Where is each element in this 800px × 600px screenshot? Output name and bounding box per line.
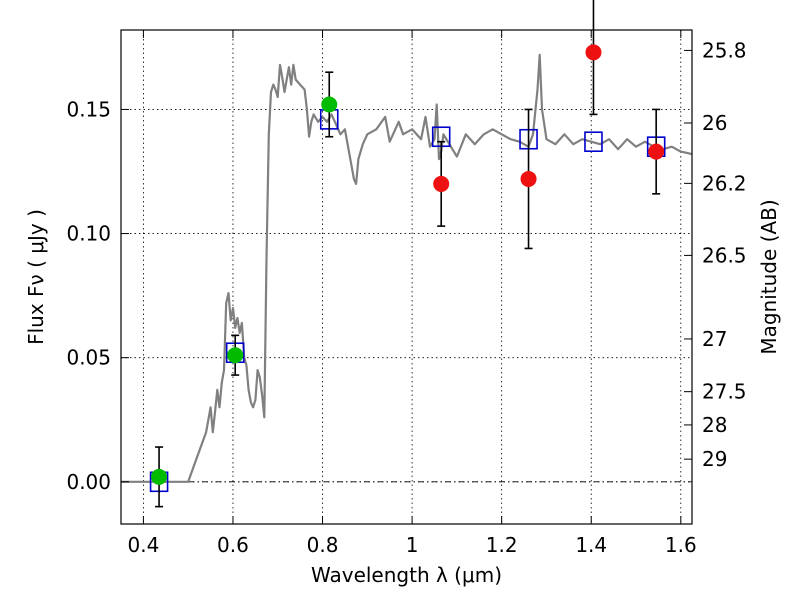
y2-tick-label: 26.5	[702, 243, 747, 267]
y-tick-label: 0.00	[66, 470, 111, 494]
x-axis-label: Wavelength λ (μm)	[311, 563, 502, 587]
x-tick-label: 0.8	[307, 533, 339, 557]
y2-axis-label: Magnitude (AB)	[757, 199, 781, 354]
model-flux-square	[584, 131, 603, 153]
x-tick-label: 1.2	[486, 533, 518, 557]
x-tick-label: 0.6	[217, 533, 249, 557]
detection-point	[227, 347, 244, 364]
y-axis-label: Flux Fν ( μJy )	[24, 209, 48, 345]
y2-tick-label: 29	[702, 447, 727, 471]
x-tick-label: 1.6	[665, 533, 697, 557]
measurement-point	[585, 44, 602, 61]
measurement-point	[433, 175, 450, 192]
y2-tick-label: 25.8	[702, 38, 747, 62]
measurement-point	[648, 143, 665, 160]
x-tick-label: 1.4	[575, 533, 607, 557]
tick-labels: 0.4 0.6 0.8 1 1.2 1.4 1.6 0.00 0.05 0.10 0.15 25.8 2…	[66, 38, 746, 557]
y2-tick-label: 26.2	[702, 171, 747, 195]
y-tick-label: 0.10	[66, 222, 111, 246]
y2-tick-label: 27	[702, 327, 727, 351]
plot-frame	[120, 29, 693, 525]
grid	[121, 30, 692, 524]
detection-point	[321, 96, 338, 113]
y2-tick-label: 26	[702, 111, 727, 135]
measurement-point	[520, 170, 537, 187]
x-tick-label: 1	[406, 533, 419, 557]
y-tick-label: 0.15	[66, 97, 111, 121]
y-tick-label: 0.05	[66, 346, 111, 370]
ticks	[121, 30, 692, 524]
detection-point	[151, 468, 168, 485]
observed-points-layer	[151, 44, 665, 485]
y2-tick-label: 28	[702, 413, 727, 437]
sed-curve-layer	[121, 53, 693, 483]
x-tick-label: 0.4	[127, 533, 159, 557]
errorbar-layer	[155, 0, 661, 508]
y2-tick-label: 27.5	[702, 380, 747, 404]
sed-curve	[121, 53, 693, 483]
